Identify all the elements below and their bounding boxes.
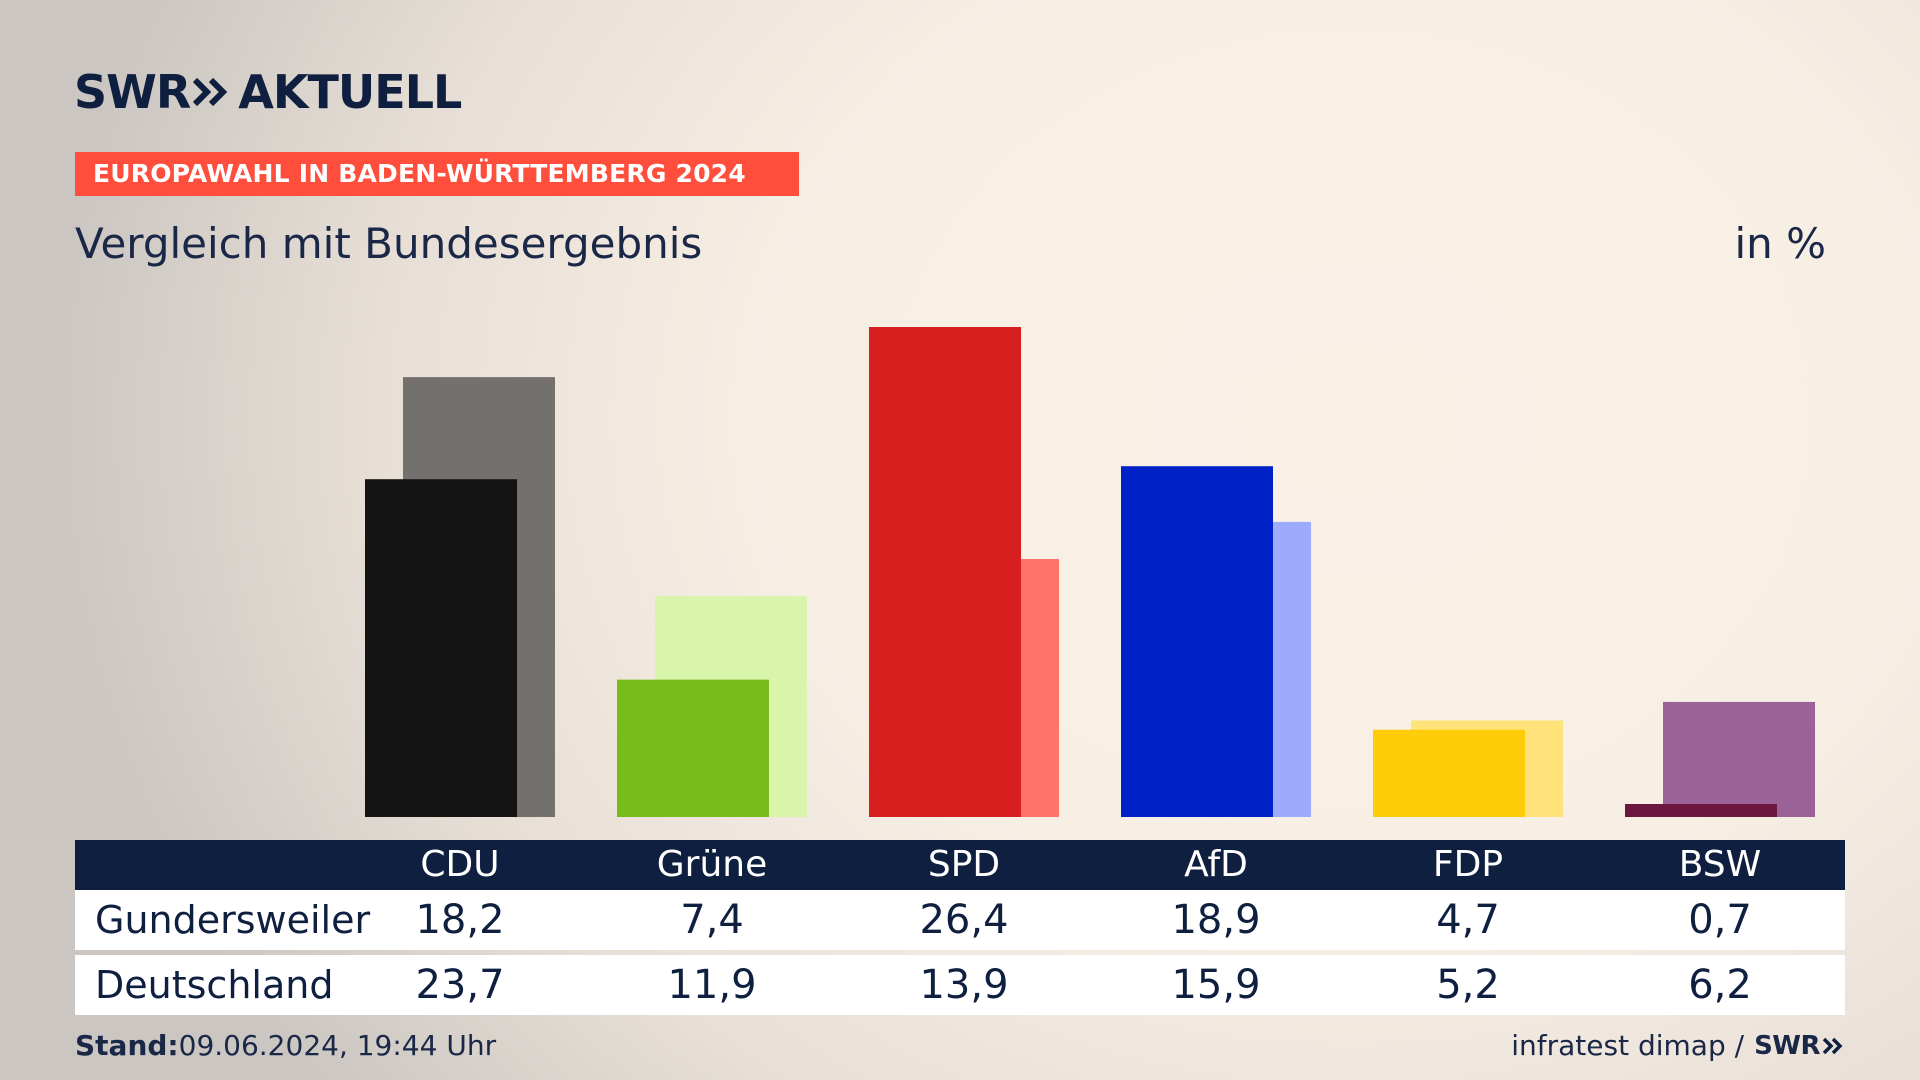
- bar-gundersweiler-cdu: [365, 479, 517, 817]
- value-cell: 13,9: [919, 962, 1009, 1008]
- value-cell: 6,2: [1688, 962, 1752, 1008]
- event-banner: EUROPAWAHL IN BADEN-WÜRTTEMBERG 2024: [75, 152, 799, 196]
- chart-title: Vergleich mit Bundesergebnis: [75, 219, 703, 268]
- value-cell: 26,4: [919, 897, 1009, 943]
- table-row-gundersweiler: Gundersweiler 18,2 7,4 26,4 18,9 4,7 0,7: [75, 890, 1845, 950]
- value-cell: 4,7: [1436, 897, 1500, 943]
- results-table: CDU Grüne SPD AfD FDP BSW Gundersweiler …: [75, 840, 1845, 1015]
- header-party-afd: AfD: [1184, 844, 1248, 885]
- bar-deutschland-spd: [907, 559, 1059, 817]
- footer-swr-logo: SWR: [1754, 1031, 1820, 1061]
- header-party-gruene: Grüne: [656, 844, 768, 885]
- swr-aktuell-logo: SWR AKTUELL: [74, 64, 462, 120]
- value-cell: 0,7: [1688, 897, 1752, 943]
- table-header: CDU Grüne SPD AfD FDP BSW: [75, 840, 1845, 890]
- value-cell: 5,2: [1436, 962, 1500, 1008]
- timestamp: Stand:09.06.2024, 19:44 Uhr: [75, 1028, 496, 1064]
- logo-aktuell-text: AKTUELL: [238, 65, 462, 119]
- chart-unit: in %: [1734, 219, 1826, 268]
- bar-gundersweiler-spd: [869, 327, 1021, 817]
- stand-value: 09.06.2024, 19:44 Uhr: [178, 1029, 497, 1062]
- bar-gundersweiler-afd: [1121, 466, 1273, 817]
- value-cell: 18,9: [1171, 897, 1261, 943]
- double-chevron-right-icon: [193, 77, 228, 107]
- stand-label: Stand:: [75, 1029, 179, 1062]
- bar-gundersweiler-fdp: [1373, 729, 1525, 817]
- bar-deutschland-grune: [655, 596, 807, 817]
- bar-deutschland-bsw: [1663, 701, 1815, 817]
- logo-swr-text: SWR: [74, 65, 191, 119]
- row-label: Deutschland: [95, 963, 334, 1007]
- bar-gundersweiler-bsw: [1625, 804, 1777, 817]
- bar-deutschland-fdp: [1411, 720, 1563, 817]
- value-cell: 18,2: [415, 897, 505, 943]
- bar-deutschland-afd: [1159, 521, 1311, 817]
- table-row-deutschland: Deutschland 23,7 11,9 13,9 15,9 5,2 6,2: [75, 955, 1845, 1015]
- value-cell: 11,9: [667, 962, 757, 1008]
- double-chevron-right-icon: [1822, 1037, 1843, 1055]
- value-cell: 7,4: [680, 897, 744, 943]
- value-cell: 15,9: [1171, 962, 1261, 1008]
- source-credit: infratest dimap / SWR: [1511, 1028, 1844, 1064]
- header-party-bsw: BSW: [1678, 844, 1762, 885]
- header-party-spd: SPD: [927, 844, 1001, 885]
- bar-deutschland-cdu: [403, 377, 555, 817]
- header-party-cdu: CDU: [420, 844, 500, 885]
- row-label: Gundersweiler: [95, 898, 371, 942]
- bar-gundersweiler-grune: [617, 679, 769, 817]
- header-party-fdp: FDP: [1432, 844, 1504, 885]
- value-cell: 23,7: [415, 962, 505, 1008]
- source-text: infratest dimap /: [1511, 1029, 1745, 1062]
